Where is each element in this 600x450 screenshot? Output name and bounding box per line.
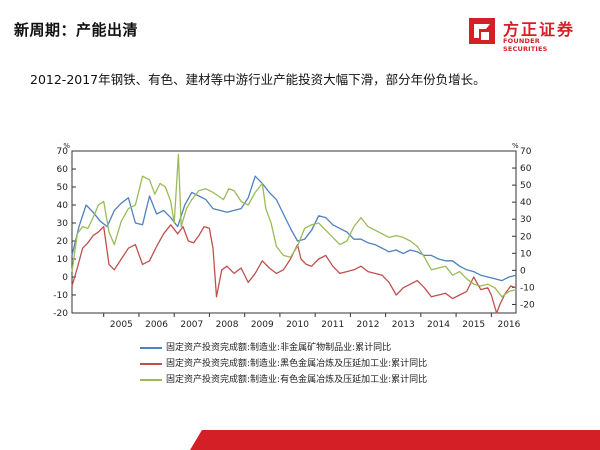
- right-axis-tick-label: 60: [520, 164, 532, 174]
- page-subtitle: 2012-2017年钢铁、有色、建材等中游行业产能投资大幅下滑，部分年份负增长。: [30, 72, 486, 87]
- series-line-0: [71, 175, 517, 282]
- footer-bar-slant: [190, 430, 202, 450]
- plot-frame: [71, 150, 517, 314]
- left-axis-tick-label: 10: [57, 255, 69, 265]
- right-axis-unit: %: [512, 142, 519, 150]
- footer-bar: [0, 430, 600, 450]
- legend-swatch-nonmetal: [140, 346, 162, 349]
- right-axis-tick-label: -10: [520, 283, 535, 293]
- right-axis-tick-label: 20: [520, 232, 532, 242]
- x-axis-tick-label: 2015: [462, 320, 485, 330]
- left-axis-tick-label: -20: [53, 309, 68, 319]
- company-logo: 方正证券 FOUNDER SECURITIES: [467, 14, 585, 56]
- right-axis-tick-label: 10: [520, 249, 532, 259]
- x-axis-tick-label: 2008: [216, 320, 239, 330]
- right-axis-tick-label: 0: [520, 266, 526, 276]
- x-axis-tick-label: 2005: [110, 320, 133, 330]
- x-axis-tick-label: 2010: [286, 320, 309, 330]
- right-axis-tick-label: 70: [520, 147, 532, 157]
- series-line-2: [71, 153, 517, 298]
- left-axis-tick-label: 20: [57, 237, 69, 247]
- left-axis-tick-label: 40: [57, 201, 69, 211]
- x-axis-tick-label: 2007: [180, 320, 203, 330]
- right-axis-tick-label: 30: [520, 215, 532, 225]
- left-axis-unit: %: [63, 142, 70, 150]
- footer-bar-red: [202, 430, 600, 450]
- x-axis-tick-label: 2009: [251, 320, 274, 330]
- left-axis-tick-label: -10: [53, 291, 68, 301]
- x-axis-tick-label: 2006: [145, 320, 168, 330]
- left-axis-tick-label: 30: [57, 219, 69, 229]
- chart-legend: 固定资产投资完成额:制造业:非金属矿物制品业:累计同比 固定资产投资完成额:制造…: [140, 340, 427, 388]
- legend-item-ferrous: 固定资产投资完成额:制造业:黑色金属冶炼及压延加工业:累计同比: [140, 356, 427, 372]
- legend-item-nonferrous: 固定资产投资完成额:制造业:有色金属冶炼及压延加工业:累计同比: [140, 372, 427, 388]
- logo-name-en: FOUNDER SECURITIES: [503, 37, 548, 53]
- x-axis-tick-label: 2011: [321, 320, 344, 330]
- right-axis-tick-label: -20: [520, 300, 535, 310]
- right-axis-tick-label: 50: [520, 181, 532, 191]
- left-axis-tick-label: 60: [57, 165, 69, 175]
- right-axis-tick-label: 40: [520, 198, 532, 208]
- legend-swatch-ferrous: [140, 362, 162, 365]
- x-axis-tick-label: 2012: [357, 320, 380, 330]
- left-axis-tick-label: 70: [57, 147, 69, 157]
- founder-logo-icon: [469, 18, 495, 44]
- page-title: 新周期：产能出清: [14, 21, 139, 39]
- left-axis-tick-label: 0: [62, 273, 68, 283]
- legend-label-ferrous: 固定资产投资完成额:制造业:黑色金属冶炼及压延加工业:累计同比: [166, 359, 428, 369]
- left-axis-tick-label: 50: [57, 183, 69, 193]
- x-axis-tick-label: 2016: [497, 320, 520, 330]
- series-line-1: [71, 224, 517, 314]
- legend-label-nonferrous: 固定资产投资完成额:制造业:有色金属冶炼及压延加工业:累计同比: [166, 375, 428, 385]
- legend-item-nonmetal: 固定资产投资完成额:制造业:非金属矿物制品业:累计同比: [140, 340, 427, 356]
- x-axis-tick-label: 2013: [392, 320, 415, 330]
- legend-label-nonmetal: 固定资产投资完成额:制造业:非金属矿物制品业:累计同比: [166, 343, 392, 353]
- x-axis-tick-label: 2014: [427, 320, 450, 330]
- legend-swatch-nonferrous: [140, 378, 162, 381]
- logo-name-cn: 方正证券: [503, 20, 576, 39]
